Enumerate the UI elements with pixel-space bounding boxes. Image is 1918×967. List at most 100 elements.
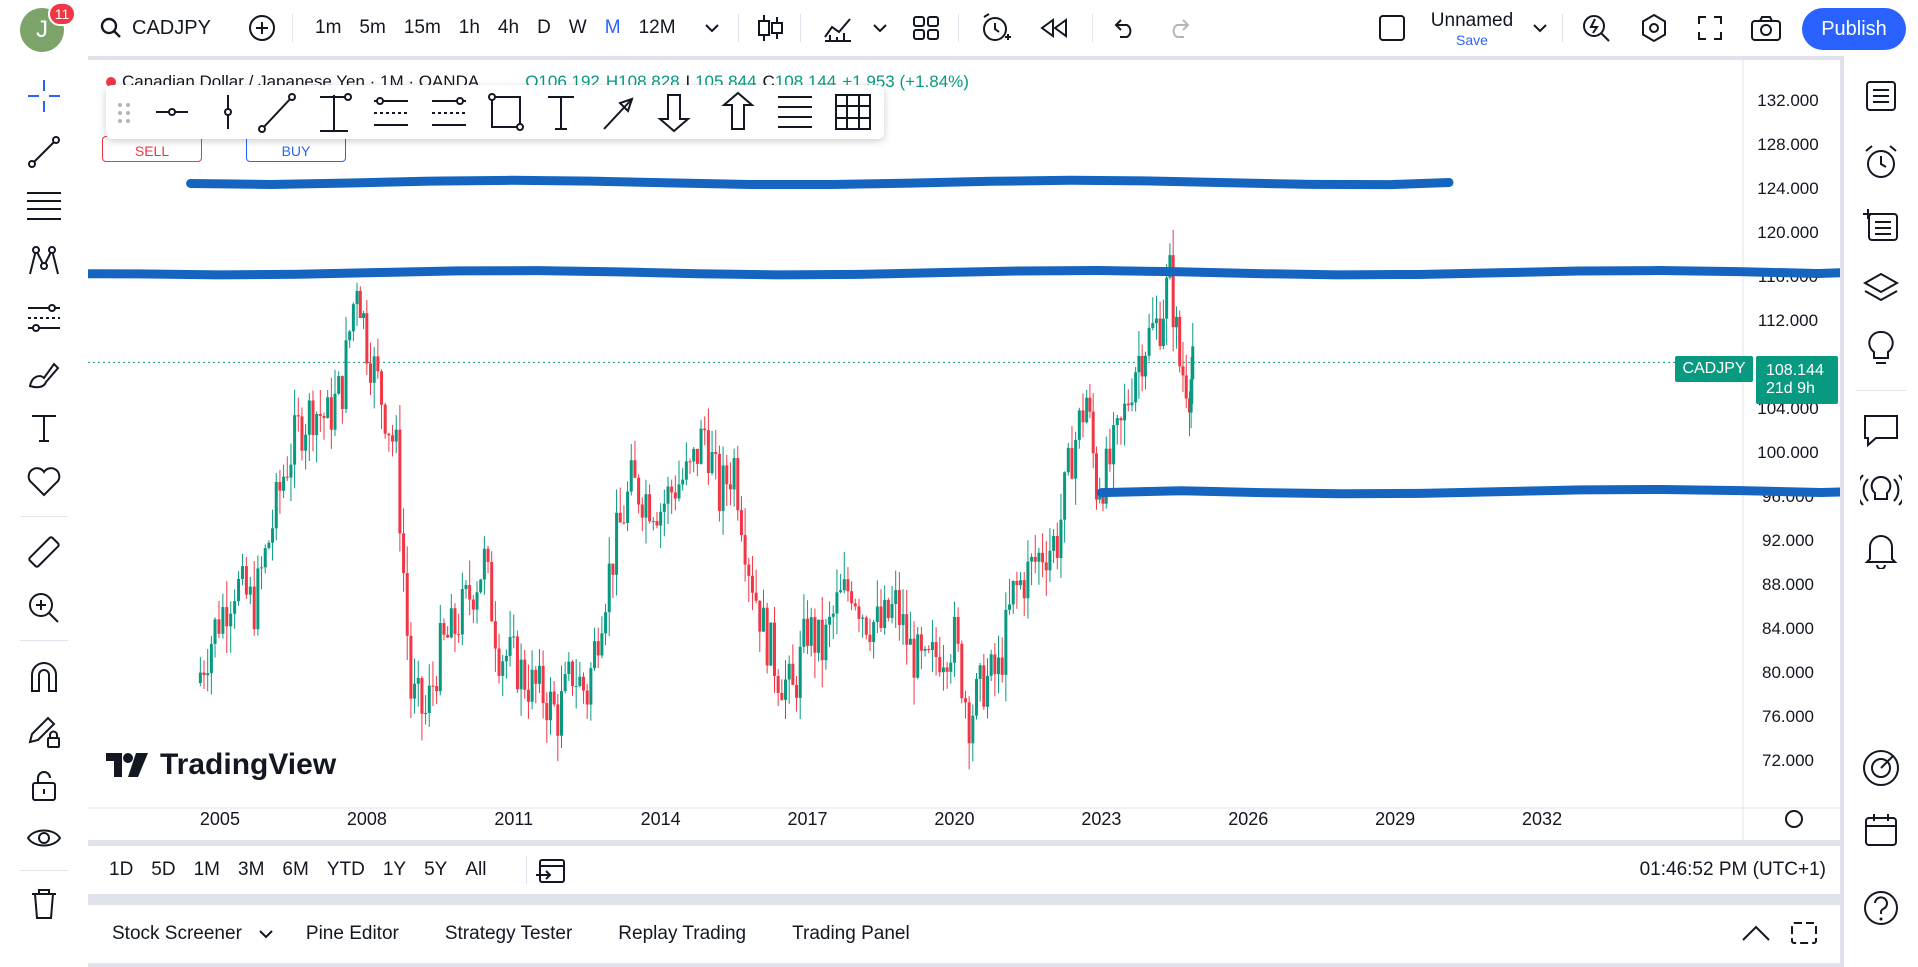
candle-body xyxy=(229,613,233,627)
snapshot-button[interactable] xyxy=(1746,8,1786,48)
price-chart[interactable]: 132.000128.000124.000120.000116.000112.0… xyxy=(88,60,1840,840)
settings-button[interactable] xyxy=(1634,8,1674,48)
candle-body xyxy=(424,712,428,714)
pattern-icon xyxy=(29,246,59,275)
alerts-button[interactable] xyxy=(1859,140,1903,184)
candle-body xyxy=(256,568,260,630)
range-5d[interactable]: 5D xyxy=(151,859,176,880)
range-1y[interactable]: 1Y xyxy=(382,859,407,880)
candle-body xyxy=(369,363,373,383)
layout-dropdown[interactable] xyxy=(1526,8,1554,48)
watchlist-button[interactable] xyxy=(1859,74,1903,118)
text-tool[interactable] xyxy=(22,406,66,450)
layers-icon xyxy=(1862,272,1900,302)
chats-button[interactable] xyxy=(1859,408,1903,452)
plus-circle-icon xyxy=(249,15,275,41)
pattern-tool[interactable] xyxy=(22,240,66,284)
calendar-button[interactable] xyxy=(1859,808,1903,852)
undo-button[interactable] xyxy=(1104,8,1144,48)
forecast-tool[interactable] xyxy=(22,296,66,340)
stay-in-drawing-mode[interactable] xyxy=(22,710,66,754)
layers-button[interactable] xyxy=(1859,266,1903,310)
alert-button[interactable] xyxy=(976,8,1016,48)
remove-drawings[interactable] xyxy=(22,882,66,926)
interval-D[interactable]: D xyxy=(537,17,551,38)
pine-screener-button[interactable] xyxy=(1859,746,1903,790)
interval-12M[interactable]: 12M xyxy=(638,17,676,38)
candle-body xyxy=(589,668,593,705)
candle-body xyxy=(993,654,997,675)
bottom-tab-pine-editor[interactable]: Pine Editor xyxy=(305,923,399,944)
chevron-down-icon xyxy=(705,24,719,33)
compare-symbol-button[interactable] xyxy=(244,8,280,48)
ideas-button[interactable] xyxy=(1859,326,1903,370)
streams-button[interactable] xyxy=(1859,468,1903,512)
symbol-search[interactable]: CADJPY xyxy=(100,8,211,48)
bottom-panel: Stock Screener Pine Editor Strategy Tester… xyxy=(88,905,1840,963)
bottom-tab-replay-trading[interactable]: Replay Trading xyxy=(618,923,747,944)
goto-date-button[interactable] xyxy=(520,850,580,890)
range-6m[interactable]: 6M xyxy=(282,859,309,880)
bottom-tab-stock-screener[interactable]: Stock Screener xyxy=(112,923,242,944)
redo-button[interactable] xyxy=(1160,8,1200,48)
help-button[interactable] xyxy=(1859,886,1903,930)
price-tick: 128.000 xyxy=(1757,135,1818,154)
range-1d[interactable]: 1D xyxy=(109,859,134,880)
hide-drawings[interactable] xyxy=(22,816,66,860)
interval-W[interactable]: W xyxy=(568,17,587,38)
candle-body xyxy=(828,616,832,625)
candle-body xyxy=(1168,255,1172,278)
notifications-button[interactable] xyxy=(1859,528,1903,572)
trend-line-tool[interactable] xyxy=(22,130,66,174)
interval-M[interactable]: M xyxy=(604,17,621,38)
range-3m[interactable]: 3M xyxy=(238,859,265,880)
time-tick: 2020 xyxy=(934,809,974,829)
fullscreen-button[interactable] xyxy=(1690,8,1730,48)
buy-button[interactable]: BUY xyxy=(246,136,346,162)
clock[interactable]: 01:46:52 PM (UTC+1) xyxy=(1639,859,1826,880)
range-all[interactable]: All xyxy=(465,859,487,880)
interval-4h[interactable]: 4h xyxy=(497,17,520,38)
layout-button[interactable] xyxy=(906,8,946,48)
quick-search-button[interactable] xyxy=(1576,8,1616,48)
measure-tool[interactable] xyxy=(22,530,66,574)
bottom-tab-trading-panel[interactable]: Trading Panel xyxy=(792,923,910,944)
range-5y[interactable]: 5Y xyxy=(424,859,448,880)
interval-dropdown[interactable] xyxy=(698,8,726,48)
indicators-button[interactable] xyxy=(818,8,858,48)
candle-body xyxy=(919,634,923,651)
candle-body xyxy=(596,641,600,656)
candle-body xyxy=(217,619,221,634)
interval-1m[interactable]: 1m xyxy=(315,17,342,38)
lock-drawings[interactable] xyxy=(22,764,66,808)
chart-pane[interactable]: 132.000 128.000 124.000 120.000 116.000 112.0… xyxy=(88,60,1840,840)
indicators-dropdown[interactable] xyxy=(866,8,894,48)
fib-tool[interactable] xyxy=(22,184,66,228)
object-tree-button[interactable] xyxy=(1859,204,1903,248)
brush-tool[interactable] xyxy=(22,352,66,396)
interval-1h[interactable]: 1h xyxy=(458,17,480,38)
collapse-panel-button[interactable] xyxy=(1736,913,1776,953)
candle-body xyxy=(206,673,210,676)
chevron-down-icon[interactable] xyxy=(252,929,280,939)
candle-body xyxy=(567,661,571,674)
range-1m[interactable]: 1M xyxy=(193,859,220,880)
range-ytd[interactable]: YTD xyxy=(326,859,365,880)
publish-button[interactable]: Publish xyxy=(1802,8,1906,50)
interval-5m[interactable]: 5m xyxy=(359,17,386,38)
crosshair-tool[interactable] xyxy=(22,74,66,118)
maximize-panel-button[interactable] xyxy=(1784,913,1824,953)
icons-tool[interactable] xyxy=(22,460,66,504)
chart-type-button[interactable] xyxy=(750,8,790,48)
bottom-tab-strategy-tester[interactable]: Strategy Tester xyxy=(444,923,573,944)
layout-toggle-checkbox[interactable] xyxy=(1372,8,1412,48)
candle-body xyxy=(365,313,369,364)
candle-body xyxy=(372,356,376,383)
layout-name[interactable]: Unnamed Save xyxy=(1420,8,1524,50)
interval-15m[interactable]: 15m xyxy=(403,17,441,38)
replay-button[interactable] xyxy=(1034,8,1074,48)
candle-body xyxy=(787,663,791,680)
magnet-tool[interactable] xyxy=(22,656,66,700)
zoom-tool[interactable] xyxy=(22,586,66,630)
sell-button[interactable]: SELL xyxy=(102,136,202,162)
